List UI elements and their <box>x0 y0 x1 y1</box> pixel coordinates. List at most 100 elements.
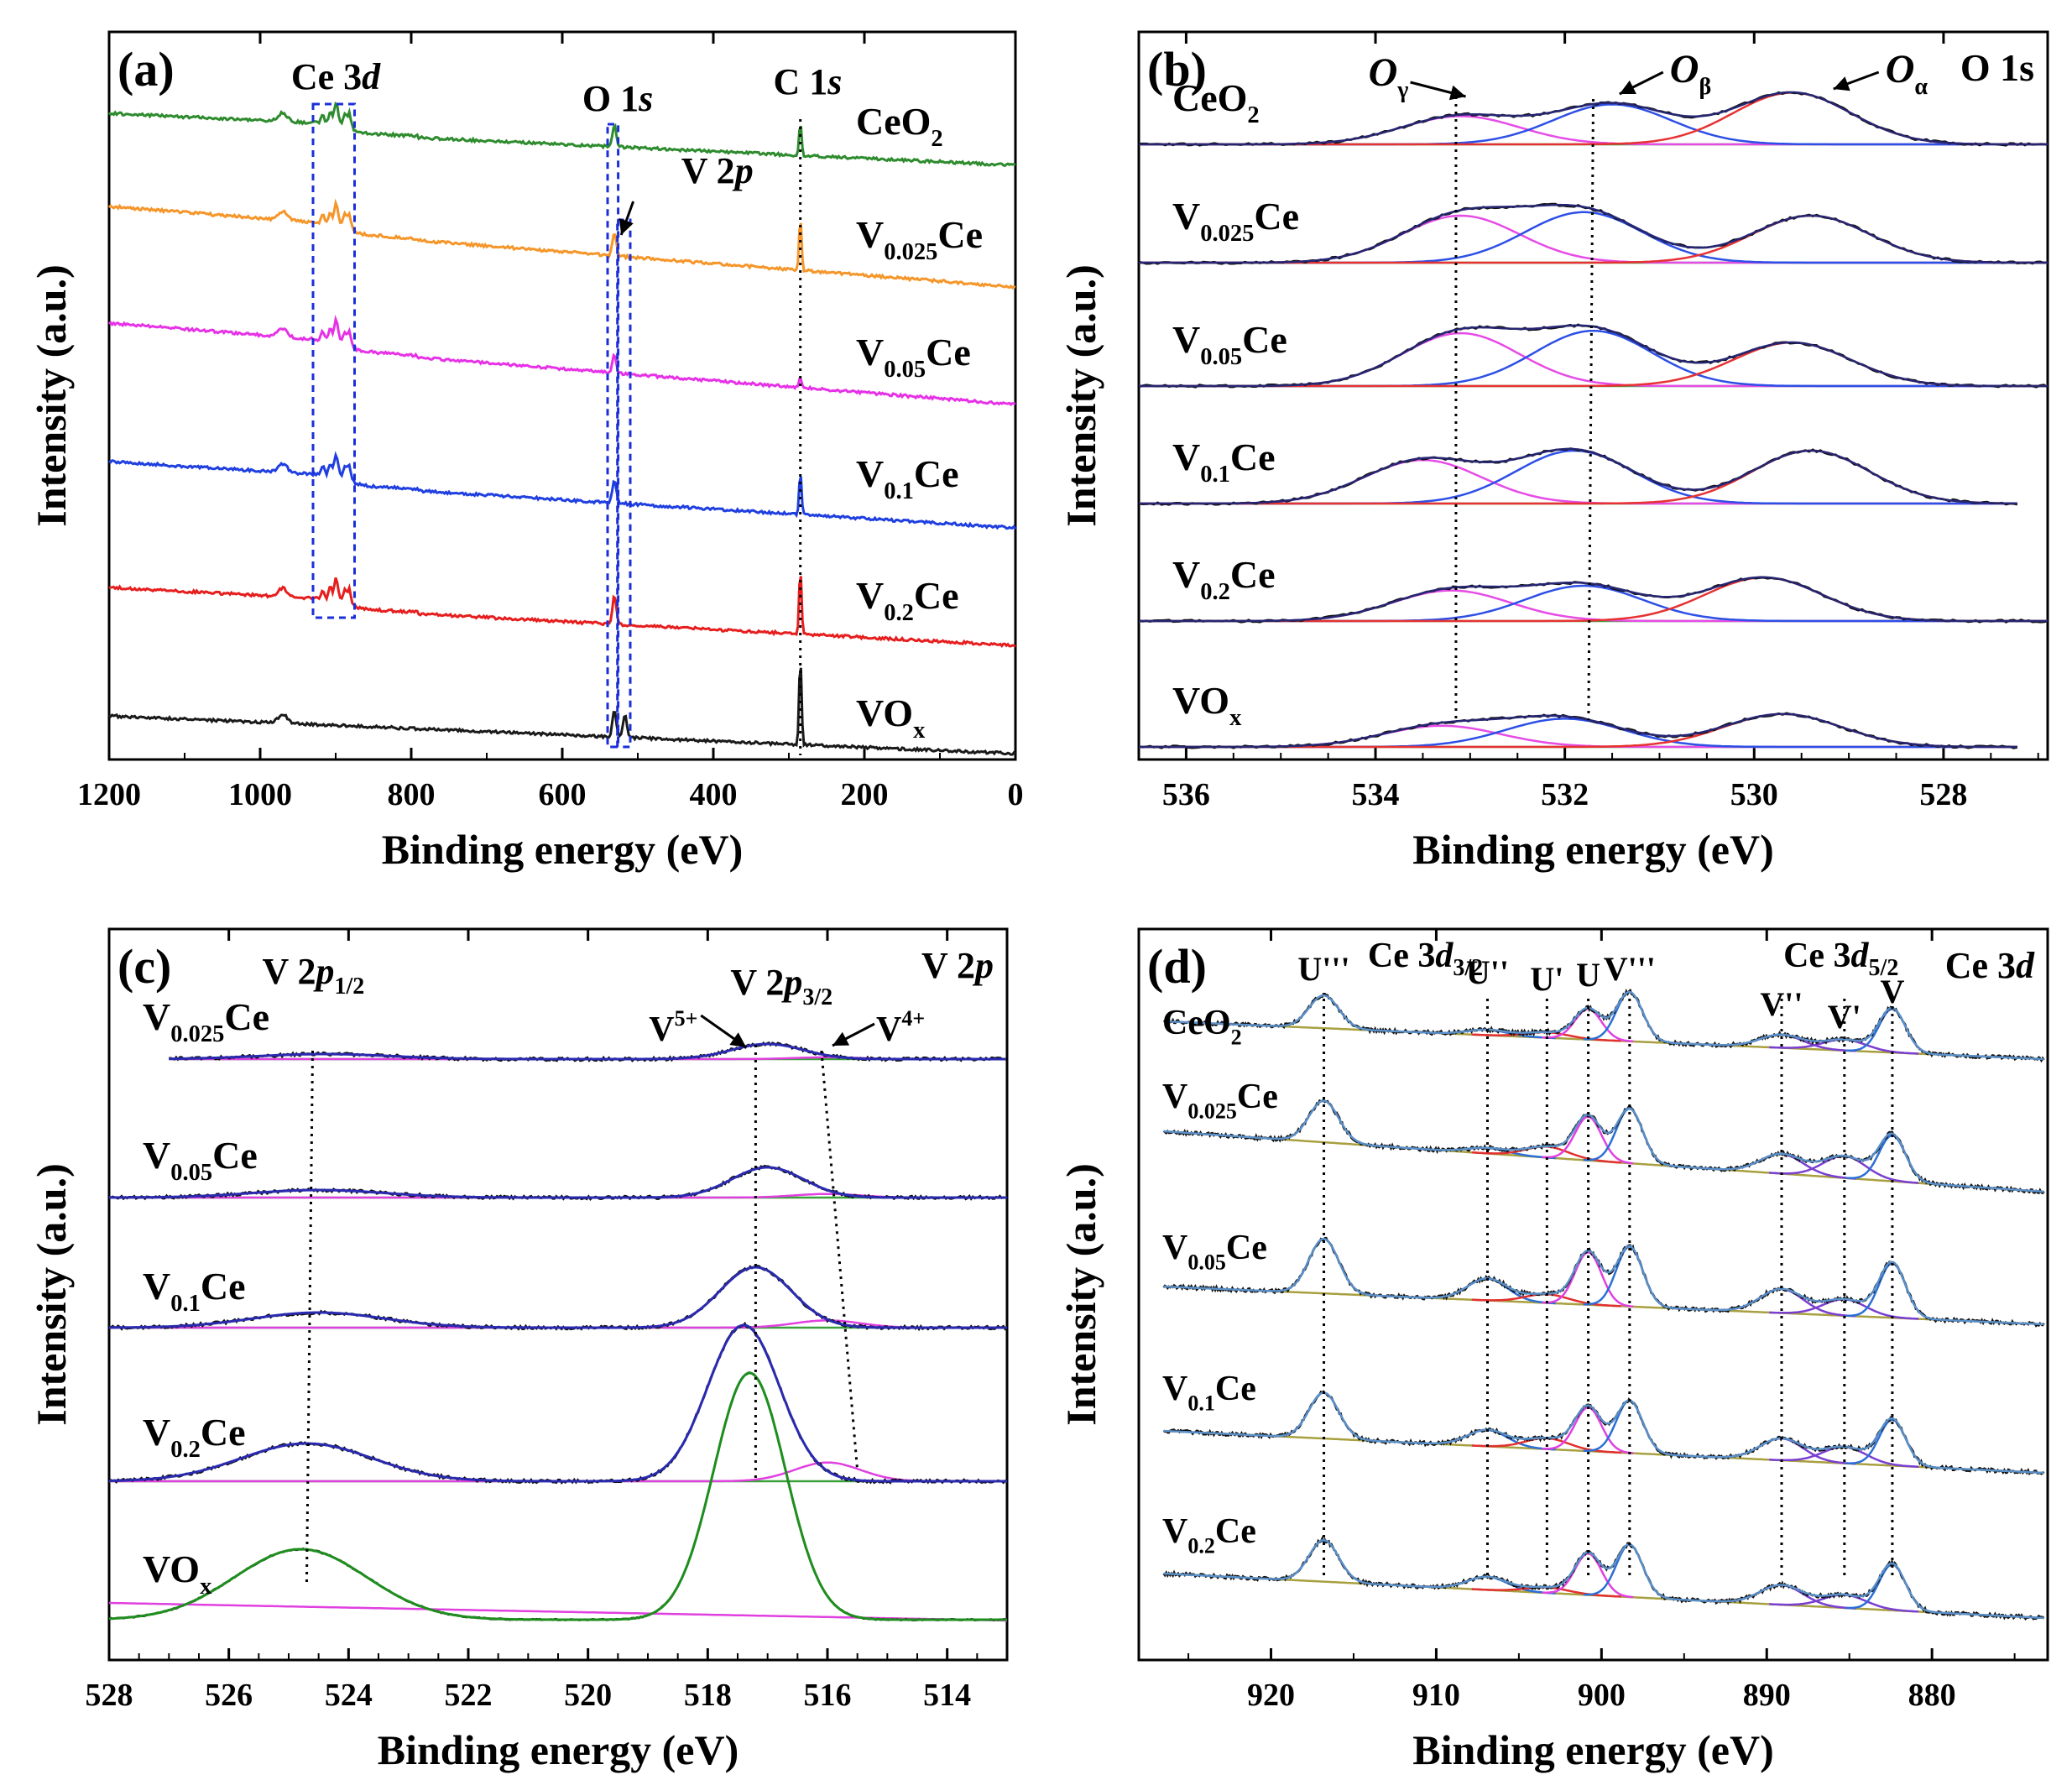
series-label: CeO2 <box>1162 1004 1242 1050</box>
x-axis-title: Binding energy (eV) <box>378 1726 739 1773</box>
x-tick-label: 200 <box>841 777 889 812</box>
fit-envelope <box>1163 1237 2044 1326</box>
fit-envelope <box>1139 576 2048 623</box>
panel-d: 920 910 900 890 880 Binding energy (eV) Intens… <box>1057 927 2049 1773</box>
raw-spectrum <box>108 1371 1008 1622</box>
series-V0.1Ce: V0.1Ce <box>108 1265 1008 1332</box>
series-V0.025Ce: V0.025Ce <box>1162 1078 2045 1195</box>
peak-label: U'' <box>1466 953 1509 991</box>
peak-label: V <box>1880 973 1904 1010</box>
panel-label: (b) <box>1147 42 1207 97</box>
x-tick-label: 516 <box>804 1678 852 1713</box>
peak-label: V'' <box>1760 985 1803 1023</box>
x-tick-label: 536 <box>1162 777 1210 812</box>
component-peak <box>1769 1594 1919 1613</box>
series-V0.2Ce: V0.2Ce <box>1138 553 2049 624</box>
label-v2p32: V 2p3/2 <box>730 962 832 1010</box>
arrow-head <box>729 1032 747 1047</box>
x-tick-label: 526 <box>205 1678 253 1713</box>
plot-frame <box>1137 927 2049 1662</box>
spectrum-line <box>107 101 1016 168</box>
series-label: V0.2Ce <box>856 574 959 626</box>
series-V0.025Ce: V0.025Ce <box>107 198 1016 290</box>
series-label: V0.05Ce <box>1172 318 1287 370</box>
series-label: V0.2Ce <box>1172 553 1276 605</box>
x-axis-title: Binding energy (eV) <box>1412 826 1774 873</box>
series-label: V0.1Ce <box>856 452 959 504</box>
x-tick-label: 518 <box>684 1678 732 1713</box>
spectrum-line <box>108 576 1016 648</box>
x-tick-label: 910 <box>1412 1678 1460 1713</box>
label-o-gamma: Oγ <box>1369 50 1409 103</box>
x-tick-label: 524 <box>325 1678 373 1713</box>
panel-label: (a) <box>117 42 175 97</box>
y-axis-title: Intensity (a.u.) <box>28 1163 75 1426</box>
arrow-head <box>832 1031 850 1046</box>
component-peak <box>1769 1155 1919 1184</box>
fit-envelope <box>1163 1538 2044 1620</box>
x-axis-title: Binding energy (eV) <box>1412 1726 1774 1773</box>
series-label: V0.05Ce <box>1162 1229 1267 1275</box>
x-tick-label: 920 <box>1247 1678 1295 1713</box>
peak-label-ce3d: Ce 3d <box>291 56 381 97</box>
series-label: VOx <box>1172 679 1242 731</box>
x-tick-label: 514 <box>923 1678 971 1713</box>
series-label: V0.025Ce <box>143 995 269 1047</box>
series-CeO₂: CeO2 <box>1162 988 2045 1063</box>
component-peak <box>1542 1008 1634 1043</box>
y-axis-title: Intensity (a.u.) <box>28 264 75 527</box>
series-label: V0.2Ce <box>143 1411 246 1463</box>
v2p-box <box>616 218 632 749</box>
series-label: V0.2Ce <box>1162 1512 1256 1558</box>
panel-title: Ce 3d <box>1945 945 2035 986</box>
arrow-head <box>1448 85 1466 101</box>
arrow-head <box>1833 76 1850 91</box>
x-tick-label: 1200 <box>77 777 141 812</box>
series-VOx: VOx <box>108 1371 1008 1622</box>
x-tick-label: 600 <box>539 777 587 812</box>
series-V0.05Ce: V0.05Ce <box>108 315 1016 406</box>
series-V0.1Ce: V0.1Ce <box>1138 436 2018 506</box>
series-V0.025Ce: V0.025Ce <box>143 995 1006 1062</box>
x-tick-label: 880 <box>1908 1678 1956 1713</box>
series-V0.1Ce: V0.1Ce <box>108 451 1017 530</box>
series-label: V0.1Ce <box>1162 1370 1256 1416</box>
panel-c: 528 526 524 522 520 518 516 514 Binding energy (… <box>28 927 1009 1773</box>
raw-spectrum <box>108 1321 1008 1485</box>
x-axis-title: Binding energy (eV) <box>382 826 744 873</box>
component-peak <box>1583 1543 1675 1600</box>
series-VOx: VOx <box>1138 679 2018 749</box>
fit-envelope <box>109 1323 1007 1483</box>
fit-envelope <box>1139 447 2017 505</box>
peak-label-o1s: O 1s <box>582 78 653 119</box>
fit-envelope <box>1139 713 2017 749</box>
series-label: V0.05Ce <box>143 1134 258 1186</box>
component-peak <box>1139 724 2017 749</box>
x-tick-label: 532 <box>1541 777 1589 812</box>
raw-spectrum <box>1162 1536 2045 1621</box>
panel-label: (d) <box>1147 939 1207 994</box>
series-CeO₂: CeO2 <box>107 100 1016 168</box>
peak-label: U''' <box>1297 950 1349 988</box>
fit-envelope <box>1163 1391 2044 1475</box>
spectrum-line <box>108 451 1017 530</box>
x-tick-label: 528 <box>86 1678 133 1713</box>
series-label: V0.025Ce <box>856 213 983 265</box>
series-label: CeO2 <box>1172 76 1260 128</box>
v4-line <box>820 1050 859 1471</box>
label-o-beta: Oβ <box>1670 47 1711 100</box>
o-beta-line <box>1587 98 1594 721</box>
series-label: CeO2 <box>856 100 943 152</box>
series-label: V0.025Ce <box>1172 195 1299 247</box>
raw-spectrum <box>1162 1097 2045 1195</box>
fit-envelope <box>108 1371 1007 1621</box>
fit-envelope <box>1139 203 2048 264</box>
peak-label: V' <box>1828 998 1861 1036</box>
label-v4: V4+ <box>876 1006 925 1049</box>
raw-spectrum <box>1162 1390 2045 1476</box>
fit-envelope <box>1139 324 2048 388</box>
x-tick-label: 890 <box>1743 1678 1791 1713</box>
series-VOx: VOx <box>108 667 1017 756</box>
fit-envelope <box>109 1166 1007 1199</box>
